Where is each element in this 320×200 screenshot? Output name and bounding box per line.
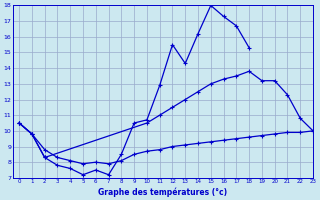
X-axis label: Graphe des températures (°c): Graphe des températures (°c) bbox=[98, 187, 228, 197]
